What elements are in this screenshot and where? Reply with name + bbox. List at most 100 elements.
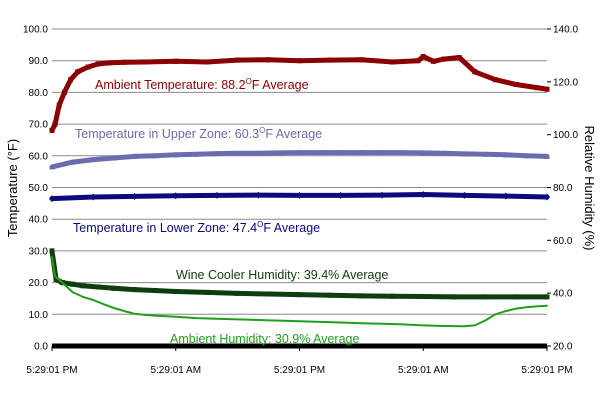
series-point [544,86,550,92]
series-point [90,193,97,201]
series-point [513,294,519,300]
annotation-lower-zone-temperature: Temperature in Lower Zone: 47.4OF Averag… [73,220,320,235]
annotations: Ambient Temperature: 88.2OF Average Temp… [73,77,388,346]
series-point [472,69,478,75]
y-tick-left-label: 70.0 [29,120,49,131]
x-tick-label: 5:29:01 PM [26,365,77,376]
series-point [266,291,272,297]
series-point [523,152,530,159]
y-axis-right: 20.0 40.0 60.0 80.0 100.0 120.0 140.0 [547,25,578,353]
y-tick-right-label: 80.0 [553,183,573,194]
series-layer [49,54,550,328]
series-point [95,284,101,290]
series-point [204,59,210,65]
series-point [49,127,55,133]
series-point [80,283,86,289]
series-point [214,191,220,199]
series-point [110,155,117,161]
annotation-upper-zone-temperature: Temperature in Upper Zone: 60.3OF Averag… [75,126,322,141]
series-point [132,287,137,293]
y-axis-left-title: Temperature (°F) [5,139,20,237]
series-point [49,195,55,203]
series-point [49,163,55,170]
series-point [121,59,127,65]
series-point [420,149,427,156]
series-point [327,292,333,298]
y-tick-left-label: 50.0 [29,183,49,194]
series-point [70,281,76,287]
annotation-ambient-temperature: Ambient Temperature: 88.2OF Average [95,77,309,92]
series-point [502,192,509,200]
series-point [431,58,437,64]
series-point [296,191,303,199]
series-point [53,276,59,282]
series-point [172,151,179,158]
series-point [513,81,519,87]
series-point [399,149,406,156]
series-2 [49,190,550,203]
series-point [461,150,468,157]
series-point [106,60,112,66]
series-point [255,191,262,199]
series-point [142,59,148,65]
series-point [85,64,91,70]
y-tick-right-label: 60.0 [553,236,573,247]
series-point [358,149,365,156]
y-tick-left-label: 60.0 [29,151,49,162]
y-axis-right-title: Relative Humidity (%) [582,126,597,251]
series-point [492,77,498,83]
series-point [173,288,179,294]
series-point [420,54,426,60]
series-point [90,156,97,163]
y-tick-left-label: 30.0 [29,246,49,257]
annotation-ambient-humidity: Ambient Humidity: 30.9% Average [170,332,360,346]
series-point [152,152,159,159]
series-point [235,57,241,63]
series-point [234,150,241,156]
series-point [204,289,210,295]
series-point [534,85,540,91]
series-point [389,59,395,65]
series-point [49,248,55,254]
series-point [266,57,272,63]
series-point [358,293,364,299]
y-tick-left-label: 10.0 [29,310,49,321]
series-point [379,191,385,199]
series-point [131,192,138,200]
series-point [461,191,468,199]
series-point [75,69,81,75]
y-tick-left-label: 40.0 [29,215,49,226]
series-point [327,57,333,63]
series-3 [49,248,550,300]
y-tick-right-label: 140.0 [553,25,578,36]
series-point [173,58,179,64]
series-point [482,151,489,157]
x-axis: 5:29:01 PM 5:29:01 AM 5:29:01 PM 5:29:01 AM… [26,346,573,376]
series-point [95,61,101,67]
series-point [415,58,421,64]
series-point [61,89,67,95]
series-point [456,55,462,61]
series-point [389,293,395,299]
series-point [337,191,344,199]
series-0 [49,54,550,133]
series-point [337,149,344,156]
series-point [420,190,427,198]
y-tick-left-label: 100.0 [23,25,48,36]
series-point [235,290,241,296]
series-point [379,149,385,156]
y-tick-left-label: 0.0 [34,342,48,353]
y-tick-left-label: 80.0 [29,88,49,99]
y-tick-right-label: 20.0 [553,342,573,353]
series-point [69,159,76,165]
series-point [193,151,200,157]
y-tick-right-label: 120.0 [553,77,578,88]
series-point [502,151,509,158]
y-tick-right-label: 40.0 [553,289,573,300]
y-tick-left-label: 20.0 [29,278,49,289]
series-point [440,150,447,156]
series-point [441,56,447,62]
series-point [358,57,364,63]
series-point [317,149,324,156]
